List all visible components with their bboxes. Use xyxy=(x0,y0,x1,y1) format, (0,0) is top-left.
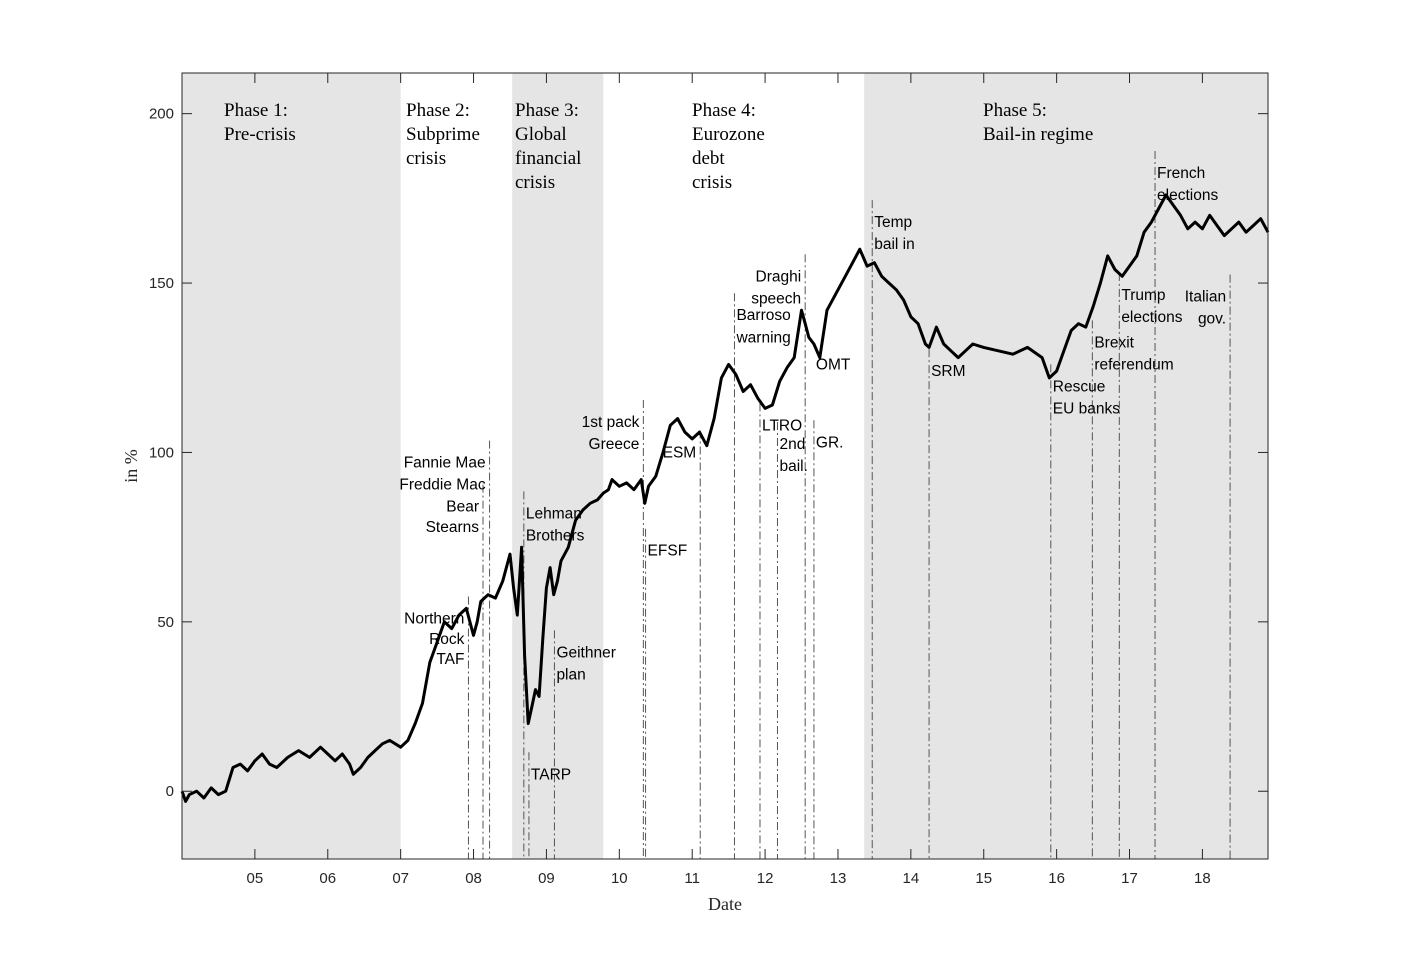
y-axis-label: in % xyxy=(121,449,141,483)
event-label: Trump xyxy=(1121,287,1165,304)
x-tick-label: 13 xyxy=(830,870,847,887)
event-label: gov. xyxy=(1198,311,1226,328)
x-axis: 05 06 07 08 09 10 11 12 13 14 15 16 17 18 xyxy=(247,73,1211,887)
x-tick-label: 10 xyxy=(611,870,628,887)
event-label: warning xyxy=(735,329,790,346)
phase-labels: Phase 1: Pre-crisis Phase 2: Subprime crisis… xyxy=(224,100,1093,193)
event-label: Fannie Mae xyxy=(404,455,486,472)
phase-5-label: Phase 5: xyxy=(983,100,1047,121)
event-label: Lehman xyxy=(526,505,582,522)
event-label: OMT xyxy=(816,356,851,373)
event-label: bail. xyxy=(779,458,807,475)
x-axis-label: Date xyxy=(708,894,742,914)
y-axis: 0 50 100 150 200 xyxy=(149,106,1268,800)
phase-band-1 xyxy=(182,73,401,859)
y-tick-label: 150 xyxy=(149,275,174,292)
event-label: 2nd xyxy=(779,436,805,453)
event-label: plan xyxy=(556,666,585,683)
series-line xyxy=(180,193,1270,803)
event-label: Rock xyxy=(429,631,465,648)
x-tick-label: 05 xyxy=(247,870,264,887)
event-label: Geithner xyxy=(556,644,615,661)
event-label: EFSF xyxy=(648,543,688,560)
phase-bands xyxy=(182,73,1268,859)
x-tick-label: 08 xyxy=(465,870,482,887)
phase-3-label: Global xyxy=(515,124,567,145)
phase-3-label: crisis xyxy=(515,172,555,193)
event-label: Draghi xyxy=(756,268,802,285)
phase-5-label: Bail-in regime xyxy=(983,124,1093,145)
phase-4-label: debt xyxy=(692,148,725,169)
event-label: Italian xyxy=(1185,289,1226,306)
phase-3-label: financial xyxy=(515,148,581,169)
event-label: Bear xyxy=(446,499,479,516)
x-tick-label: 14 xyxy=(903,870,920,887)
event-label: Temp xyxy=(874,214,912,231)
event-label: French xyxy=(1157,165,1205,182)
phase-band-5 xyxy=(864,73,1268,859)
event-label: EU banks xyxy=(1053,400,1120,417)
event-label: Freddie Mac xyxy=(399,477,485,494)
phase-4-label: Eurozone xyxy=(692,124,765,145)
y-tick-label: 100 xyxy=(149,444,174,461)
event-label: Northern xyxy=(404,610,464,627)
event-label: speech xyxy=(751,290,801,307)
plot-frame xyxy=(181,72,1269,860)
phase-1-label: Pre-crisis xyxy=(224,124,296,145)
phase-2-label: crisis xyxy=(406,148,446,169)
event-label: Greece xyxy=(589,436,640,453)
y-tick-label: 0 xyxy=(166,783,174,800)
phase-1-label: Phase 1: xyxy=(224,100,288,121)
event-label: Rescue xyxy=(1053,378,1106,395)
series-group xyxy=(180,193,1270,803)
event-label: elections xyxy=(1121,309,1182,326)
event-label: bail in xyxy=(874,236,915,253)
phase-2-label: Phase 2: xyxy=(406,100,470,121)
x-tick-label: 17 xyxy=(1121,870,1138,887)
y-tick-label: 200 xyxy=(149,106,174,123)
event-label: SRM xyxy=(931,363,965,380)
x-tick-label: 07 xyxy=(392,870,409,887)
x-tick-label: 16 xyxy=(1048,870,1065,887)
event-label: Brexit xyxy=(1094,334,1134,351)
event-label: referendum xyxy=(1094,356,1173,373)
x-tick-label: 12 xyxy=(757,870,774,887)
event-label: Stearns xyxy=(426,519,480,536)
phase-4-label: Phase 4: xyxy=(692,100,756,121)
event-label: GR. xyxy=(816,434,844,451)
event-label: TAF xyxy=(436,651,464,668)
x-tick-label: 18 xyxy=(1194,870,1211,887)
x-tick-label: 15 xyxy=(975,870,992,887)
y-tick-label: 50 xyxy=(157,614,174,631)
x-tick-label: 09 xyxy=(538,870,555,887)
phase-band-3 xyxy=(512,73,604,859)
phase-2-label: Subprime xyxy=(406,124,480,145)
event-label: 1st pack xyxy=(582,414,640,431)
event-label: Barroso xyxy=(736,307,790,324)
event-label: ESM xyxy=(663,444,697,461)
event-label: Brothers xyxy=(526,527,585,544)
event-lines xyxy=(467,150,1231,859)
x-tick-label: 11 xyxy=(684,870,700,887)
phase-3-label: Phase 3: xyxy=(515,100,579,121)
event-label: LTRO xyxy=(762,417,802,434)
event-label: elections xyxy=(1157,187,1218,204)
phase-4-label: crisis xyxy=(692,172,732,193)
event-labels: Northern Rock TAF Bear Stearns Fannie Mae Fred… xyxy=(399,165,1226,783)
x-tick-label: 06 xyxy=(319,870,336,887)
event-label: TARP xyxy=(531,766,571,783)
